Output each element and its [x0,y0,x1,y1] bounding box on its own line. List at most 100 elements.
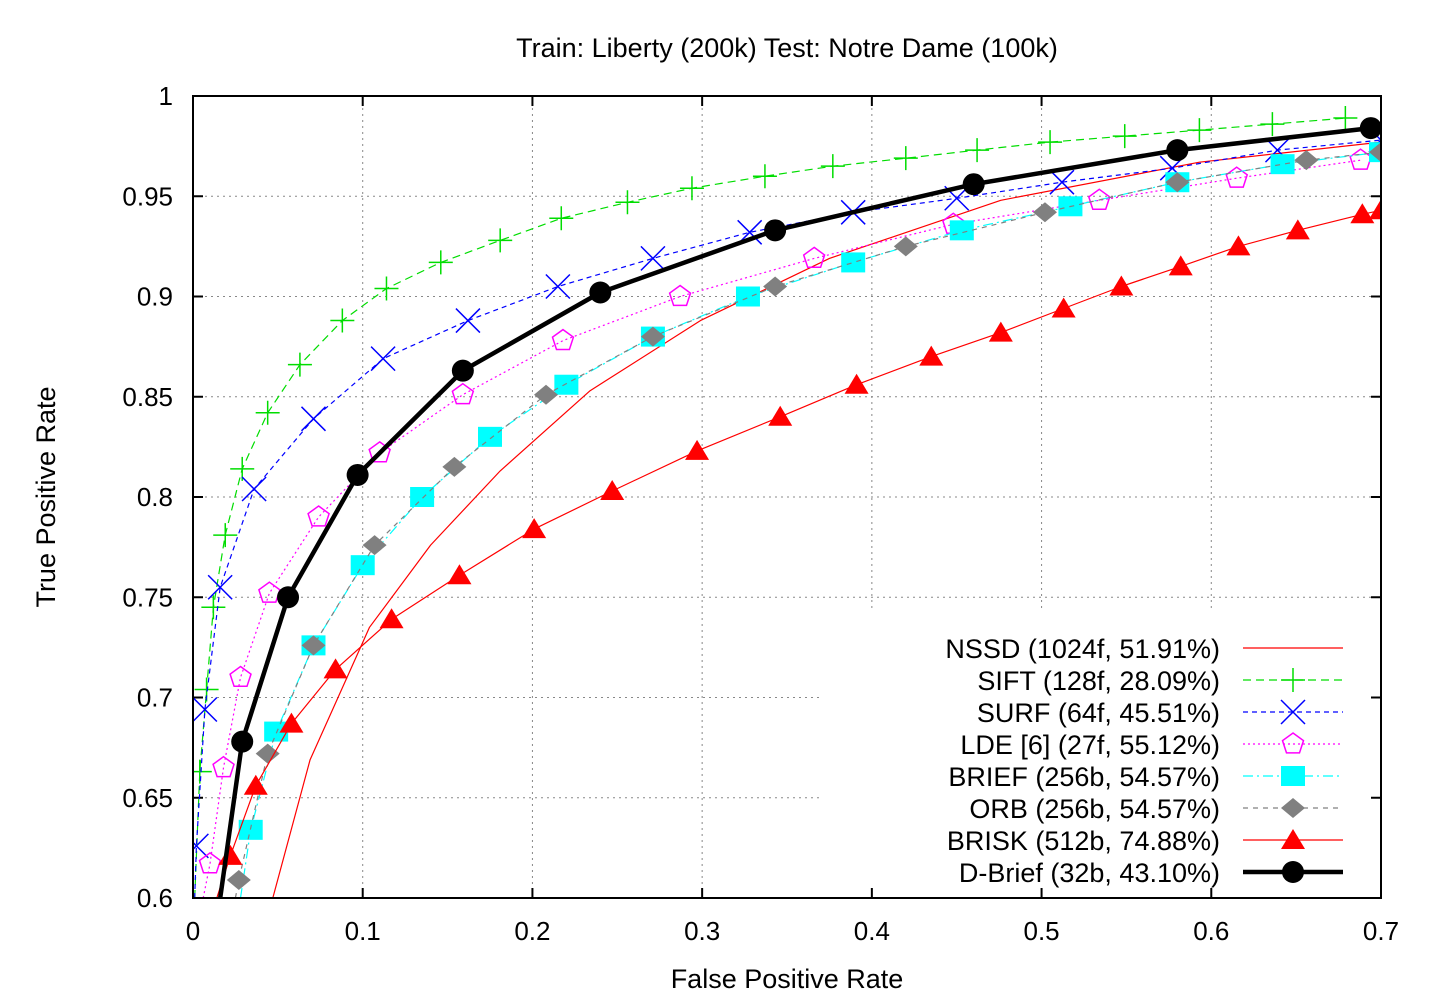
data-point-plus [752,164,777,189]
data-point-triangle [1109,275,1134,296]
data-point-diamond [226,869,251,890]
data-point-plus [428,250,453,275]
y-tick-label: 0.85 [122,382,173,412]
data-point-pentagon [212,755,235,778]
data-point-plus [1038,130,1063,155]
data-point-triangle [919,345,944,366]
series-lde [198,148,1372,898]
y-tick-label: 0.65 [122,783,173,813]
x-tick-label: 0.7 [1363,916,1399,946]
data-point-triangle [1168,255,1193,276]
series-brisk [216,199,1381,898]
data-point-cross [193,696,218,723]
data-point-cross [370,346,396,372]
data-point-circle [962,173,985,196]
data-point-triangle [323,658,348,679]
y-tick-label: 0.8 [137,482,173,512]
data-point-square [735,286,760,307]
data-point-triangle [243,774,268,795]
series-line [194,139,1381,898]
legend-label: ORB (256b, 54.57%) [969,794,1220,824]
data-point-triangle [768,405,793,426]
data-point-cross [193,833,209,859]
data-point-triangle [522,518,547,539]
data-point-triangle [279,712,304,733]
data-point-diamond [1294,150,1319,171]
legend-marker-plus [1281,668,1305,692]
series-group [193,106,1381,898]
data-point-plus [1187,118,1212,143]
legend-label: SIFT (128f, 28.09%) [977,666,1220,696]
data-point-plus [549,206,574,231]
data-point-plus [287,352,312,377]
legend-label: SURF (64f, 45.51%) [977,698,1220,728]
data-point-square [1270,154,1295,175]
data-point-circle [451,359,474,382]
data-point-cross [241,476,267,502]
data-point-plus [201,595,226,620]
data-point-pentagon [802,246,826,269]
data-point-triangle [1051,297,1076,318]
data-point-diamond [255,743,280,764]
data-point-cross [1049,169,1075,195]
data-point-plus [193,759,212,784]
data-point-triangle [379,608,404,629]
data-point-circle [1166,139,1189,162]
series-d-brief [217,117,1381,898]
x-tick-label: 0.5 [1023,916,1059,946]
y-tick-label: 0.75 [122,582,173,612]
data-point-diamond [763,276,788,297]
data-point-circle [1359,117,1381,140]
data-point-diamond [1032,202,1057,223]
data-point-square [478,426,502,447]
x-tick-label: 0.6 [1193,916,1229,946]
data-point-cross [455,308,481,334]
data-point-diamond [1369,142,1381,163]
data-point-plus [820,154,845,179]
legend-label: LDE [6] (27f, 55.12%) [960,730,1220,760]
data-point-cross [300,406,327,432]
data-point-plus [1333,106,1358,131]
data-point-triangle [1226,235,1251,256]
data-point-triangle [844,373,869,394]
axis-ticks: 0 0.1 0.2 0.3 0.4 0.5 0.6 0.7 0.6 0.65 0.7 0.75 0.8 0… [122,81,1399,946]
data-point-cross [640,245,666,271]
data-point-circle [277,586,300,609]
series-line [234,151,1381,898]
data-point-pentagon [668,284,692,307]
data-point-plus [255,400,280,425]
data-point-pentagon [1087,188,1111,210]
data-point-triangle [447,564,472,585]
data-point-triangle [685,439,710,460]
data-point-circle [346,463,369,486]
data-point-pentagon [307,505,330,527]
data-point-plus [488,228,513,253]
plot-frame [192,95,1382,899]
legend-marker-diamond [1281,798,1305,818]
legend-marker-triangle [1281,829,1305,849]
legend-marker-cross [1280,699,1306,725]
data-point-circle [231,730,254,753]
legend-label: D-Brief (32b, 43.10%) [959,858,1220,888]
data-point-cross [545,273,571,300]
legend-marker-pentagon [1281,732,1305,754]
data-point-plus [1112,124,1137,149]
data-point-circle [589,281,612,304]
legend-label: BRIEF (256b, 54.57%) [948,762,1220,792]
data-point-diamond [893,236,918,257]
data-point-square [350,555,375,576]
data-point-plus [374,276,399,301]
legend-marker-square [1281,766,1305,786]
data-point-square [841,252,866,273]
data-point-pentagon [1349,148,1372,170]
legend-marker-circle [1282,861,1304,883]
x-tick-label: 0.1 [345,916,381,946]
data-point-triangle [1369,199,1381,220]
data-point-plus [615,190,640,215]
data-point-triangle [1285,219,1310,240]
data-point-plus [1260,112,1285,137]
data-point-triangle [600,479,625,500]
series-orb [226,142,1381,898]
data-point-pentagon [551,328,575,351]
